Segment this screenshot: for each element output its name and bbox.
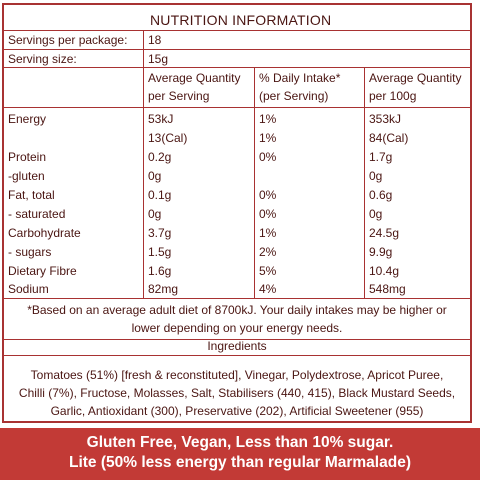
nutrient-daily-intake: 1% xyxy=(259,131,277,145)
column-divider-1 xyxy=(143,30,144,299)
nutrient-per-serving: 53kJ xyxy=(148,112,174,126)
header-per-serving-2: per Serving xyxy=(148,89,210,103)
nutrient-daily-intake: 0% xyxy=(259,188,277,202)
divider-nutrients xyxy=(2,298,472,299)
nutrient-daily-intake: 0% xyxy=(259,207,277,221)
divider-ingredients-heading xyxy=(2,355,472,356)
claims-banner: Gluten Free, Vegan, Less than 10% sugar.… xyxy=(0,428,480,480)
nutrient-daily-intake: 1% xyxy=(259,112,277,126)
nutrient-per-serving: 82mg xyxy=(148,282,179,296)
claims-line-1: Gluten Free, Vegan, Less than 10% sugar. xyxy=(86,434,394,451)
ingredients-heading: Ingredients xyxy=(207,339,267,353)
divider-footnote xyxy=(2,339,472,340)
header-per-serving-1: Average Quantity xyxy=(148,71,241,85)
nutrient-per-100g: 353kJ xyxy=(369,112,402,126)
nutrient-daily-intake: 2% xyxy=(259,245,277,259)
nutrient-name: Dietary Fibre xyxy=(8,264,77,278)
nutrient-per-100g: 0g xyxy=(369,169,383,183)
nutrient-daily-intake: 5% xyxy=(259,264,277,278)
nutrient-name: Carbohydrate xyxy=(8,226,81,240)
ingredients-line-3: Garlic, Antioxidant (300), Preservative … xyxy=(50,404,424,418)
divider-title xyxy=(2,30,472,31)
serving-size-value: 15g xyxy=(148,52,169,66)
column-divider-2 xyxy=(254,67,255,299)
ingredients-line-1: Tomatoes (51%) [fresh & reconstituted], … xyxy=(30,368,444,382)
nutrient-daily-intake: 1% xyxy=(259,226,277,240)
nutrient-per-serving: 3.7g xyxy=(148,226,172,240)
nutrient-per-100g: 84(Cal) xyxy=(369,131,409,145)
nutrient-per-serving: 13(Cal) xyxy=(148,131,188,145)
header-daily-intake-1: % Daily Intake* xyxy=(259,71,341,85)
nutrient-name: Fat, total xyxy=(8,188,55,202)
nutrient-name: - saturated xyxy=(8,207,66,221)
servings-label: Servings per package: xyxy=(8,33,128,47)
header-daily-intake-2: (per Serving) xyxy=(259,89,329,103)
nutrient-per-serving: 0.1g xyxy=(148,188,172,202)
nutrient-daily-intake: 0% xyxy=(259,150,277,164)
nutrient-per-100g: 9.9g xyxy=(369,245,393,259)
nutrient-per-serving: 0.2g xyxy=(148,150,172,164)
header-per-100g-2: per 100g xyxy=(369,89,417,103)
footnote-line-1: *Based on an average adult diet of 8700k… xyxy=(27,303,447,317)
nutrient-per-serving: 0g xyxy=(148,207,162,221)
nutrient-per-serving: 0g xyxy=(148,169,162,183)
header-per-100g-1: Average Quantity xyxy=(369,71,462,85)
nutrient-per-serving: 1.5g xyxy=(148,245,172,259)
nutrient-per-100g: 548mg xyxy=(369,282,406,296)
ingredients-line-2: Chilli (7%), Fructose, Molasses, Salt, S… xyxy=(18,386,456,400)
nutrient-per-100g: 10.4g xyxy=(369,264,400,278)
nutrient-per-100g: 24.5g xyxy=(369,226,400,240)
nutrition-table-frame xyxy=(2,3,472,423)
servings-value: 18 xyxy=(148,33,162,47)
serving-size-label: Serving size: xyxy=(8,52,77,66)
nutrient-name: Protein xyxy=(8,150,47,164)
nutrient-name: - sugars xyxy=(8,245,52,259)
nutrition-title: NUTRITION INFORMATION xyxy=(150,12,332,28)
claims-line-2: Lite (50% less energy than regular Marma… xyxy=(69,454,411,471)
nutrient-name: Sodium xyxy=(8,282,49,296)
divider-headers xyxy=(2,107,472,108)
divider-servings xyxy=(2,49,472,50)
nutrient-per-serving: 1.6g xyxy=(148,264,172,278)
nutrient-per-100g: 0g xyxy=(369,207,383,221)
footnote-line-2: lower depending on your energy needs. xyxy=(131,321,343,335)
nutrient-per-100g: 1.7g xyxy=(369,150,393,164)
nutrient-name: Energy xyxy=(8,112,47,126)
nutrient-per-100g: 0.6g xyxy=(369,188,393,202)
divider-serving-size xyxy=(2,67,472,68)
nutrient-daily-intake: 4% xyxy=(259,282,277,296)
column-divider-3 xyxy=(364,67,365,299)
nutrient-name: -gluten xyxy=(8,169,45,183)
